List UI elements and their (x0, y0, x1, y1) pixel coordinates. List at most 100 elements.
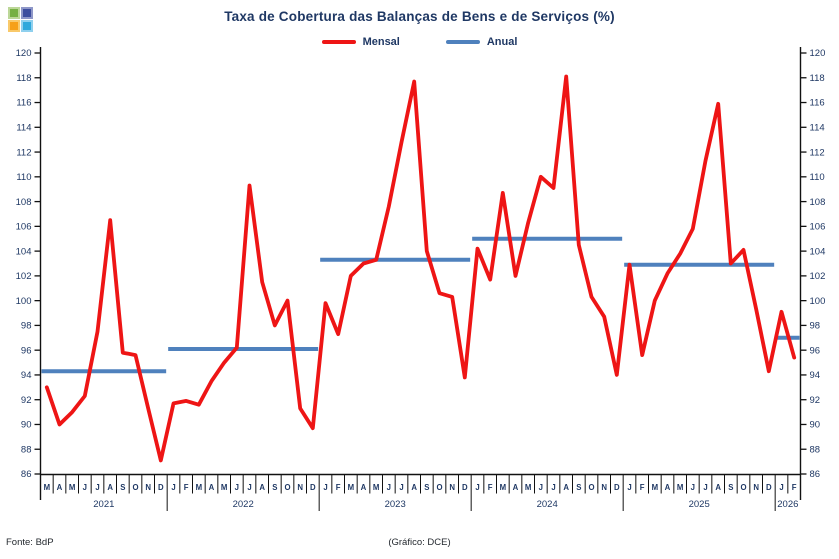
svg-text:M: M (373, 483, 380, 492)
svg-text:J: J (539, 483, 543, 492)
svg-text:98: 98 (21, 321, 32, 332)
svg-text:J: J (171, 483, 175, 492)
svg-text:D: D (158, 483, 164, 492)
svg-text:106: 106 (16, 222, 32, 233)
svg-text:S: S (424, 483, 429, 492)
svg-text:A: A (57, 483, 63, 492)
credit-note: (Gráfico: DCE) (388, 537, 451, 548)
chart-title: Taxa de Cobertura das Balanças de Bens e… (224, 9, 615, 24)
svg-text:J: J (703, 483, 707, 492)
svg-text:D: D (310, 483, 316, 492)
svg-text:M: M (348, 483, 355, 492)
svg-text:S: S (576, 483, 581, 492)
source-note: Fonte: BdP (6, 537, 54, 548)
svg-text:N: N (601, 483, 607, 492)
svg-text:M: M (677, 483, 684, 492)
legend-item-mensal: Mensal (321, 36, 400, 48)
svg-text:J: J (475, 483, 479, 492)
svg-text:M: M (500, 483, 507, 492)
svg-text:D: D (614, 483, 620, 492)
svg-text:D: D (766, 483, 772, 492)
svg-text:O: O (436, 483, 442, 492)
four-squares-logo (8, 7, 34, 33)
svg-text:94: 94 (21, 370, 32, 381)
svg-text:M: M (525, 483, 532, 492)
svg-text:J: J (387, 483, 391, 492)
svg-text:90: 90 (21, 420, 32, 431)
logo-square-cyan (21, 20, 33, 32)
svg-text:O: O (740, 483, 746, 492)
svg-text:S: S (272, 483, 277, 492)
svg-text:O: O (588, 483, 594, 492)
svg-text:100: 100 (810, 296, 826, 307)
svg-text:S: S (120, 483, 125, 492)
svg-text:F: F (488, 483, 493, 492)
svg-text:F: F (640, 483, 645, 492)
svg-text:F: F (792, 483, 797, 492)
svg-text:88: 88 (21, 444, 32, 455)
svg-text:J: J (83, 483, 87, 492)
legend-label-mensal: Mensal (362, 36, 400, 48)
mensal-line-icon (321, 40, 356, 44)
svg-text:O: O (284, 483, 290, 492)
svg-text:90: 90 (810, 420, 821, 431)
svg-text:J: J (235, 483, 239, 492)
svg-text:J: J (551, 483, 555, 492)
logo-square-blue (21, 7, 33, 19)
svg-text:J: J (247, 483, 251, 492)
svg-text:A: A (513, 483, 519, 492)
svg-text:2024: 2024 (537, 499, 558, 510)
svg-text:110: 110 (810, 172, 825, 183)
legend: Mensal Anual (0, 36, 839, 48)
svg-text:M: M (652, 483, 659, 492)
svg-text:120: 120 (16, 48, 32, 59)
svg-text:104: 104 (16, 246, 32, 257)
svg-text:A: A (563, 483, 569, 492)
svg-text:M: M (44, 483, 51, 492)
svg-text:N: N (145, 483, 151, 492)
svg-text:F: F (336, 483, 341, 492)
svg-text:118: 118 (810, 73, 825, 84)
svg-text:116: 116 (810, 98, 825, 109)
svg-text:2025: 2025 (689, 499, 710, 510)
svg-text:86: 86 (810, 469, 821, 480)
svg-text:A: A (259, 483, 265, 492)
legend-item-anual: Anual (445, 36, 517, 48)
anual-line-icon (445, 40, 480, 44)
svg-text:J: J (95, 483, 99, 492)
svg-text:N: N (297, 483, 303, 492)
svg-text:92: 92 (21, 395, 32, 406)
svg-text:A: A (411, 483, 417, 492)
svg-text:106: 106 (810, 222, 826, 233)
svg-text:2026: 2026 (777, 499, 798, 510)
svg-text:A: A (209, 483, 215, 492)
svg-text:N: N (753, 483, 759, 492)
svg-text:94: 94 (810, 370, 821, 381)
svg-text:98: 98 (810, 321, 821, 332)
logo-square-orange (8, 20, 20, 32)
svg-text:112: 112 (810, 147, 825, 158)
svg-text:96: 96 (21, 345, 32, 356)
svg-text:D: D (462, 483, 468, 492)
svg-text:2023: 2023 (385, 499, 406, 510)
svg-text:J: J (323, 483, 327, 492)
svg-text:102: 102 (16, 271, 32, 282)
svg-text:104: 104 (810, 246, 826, 257)
svg-text:114: 114 (16, 122, 31, 133)
svg-text:J: J (399, 483, 403, 492)
svg-text:F: F (184, 483, 189, 492)
svg-text:M: M (221, 483, 228, 492)
svg-text:M: M (69, 483, 76, 492)
svg-text:J: J (779, 483, 783, 492)
svg-text:114: 114 (810, 122, 825, 133)
svg-text:O: O (132, 483, 138, 492)
svg-text:A: A (715, 483, 721, 492)
svg-text:2021: 2021 (93, 499, 114, 510)
svg-text:A: A (361, 483, 367, 492)
svg-text:96: 96 (810, 345, 821, 356)
svg-text:108: 108 (810, 197, 826, 208)
svg-text:N: N (449, 483, 455, 492)
svg-text:118: 118 (16, 73, 31, 84)
svg-text:92: 92 (810, 395, 821, 406)
